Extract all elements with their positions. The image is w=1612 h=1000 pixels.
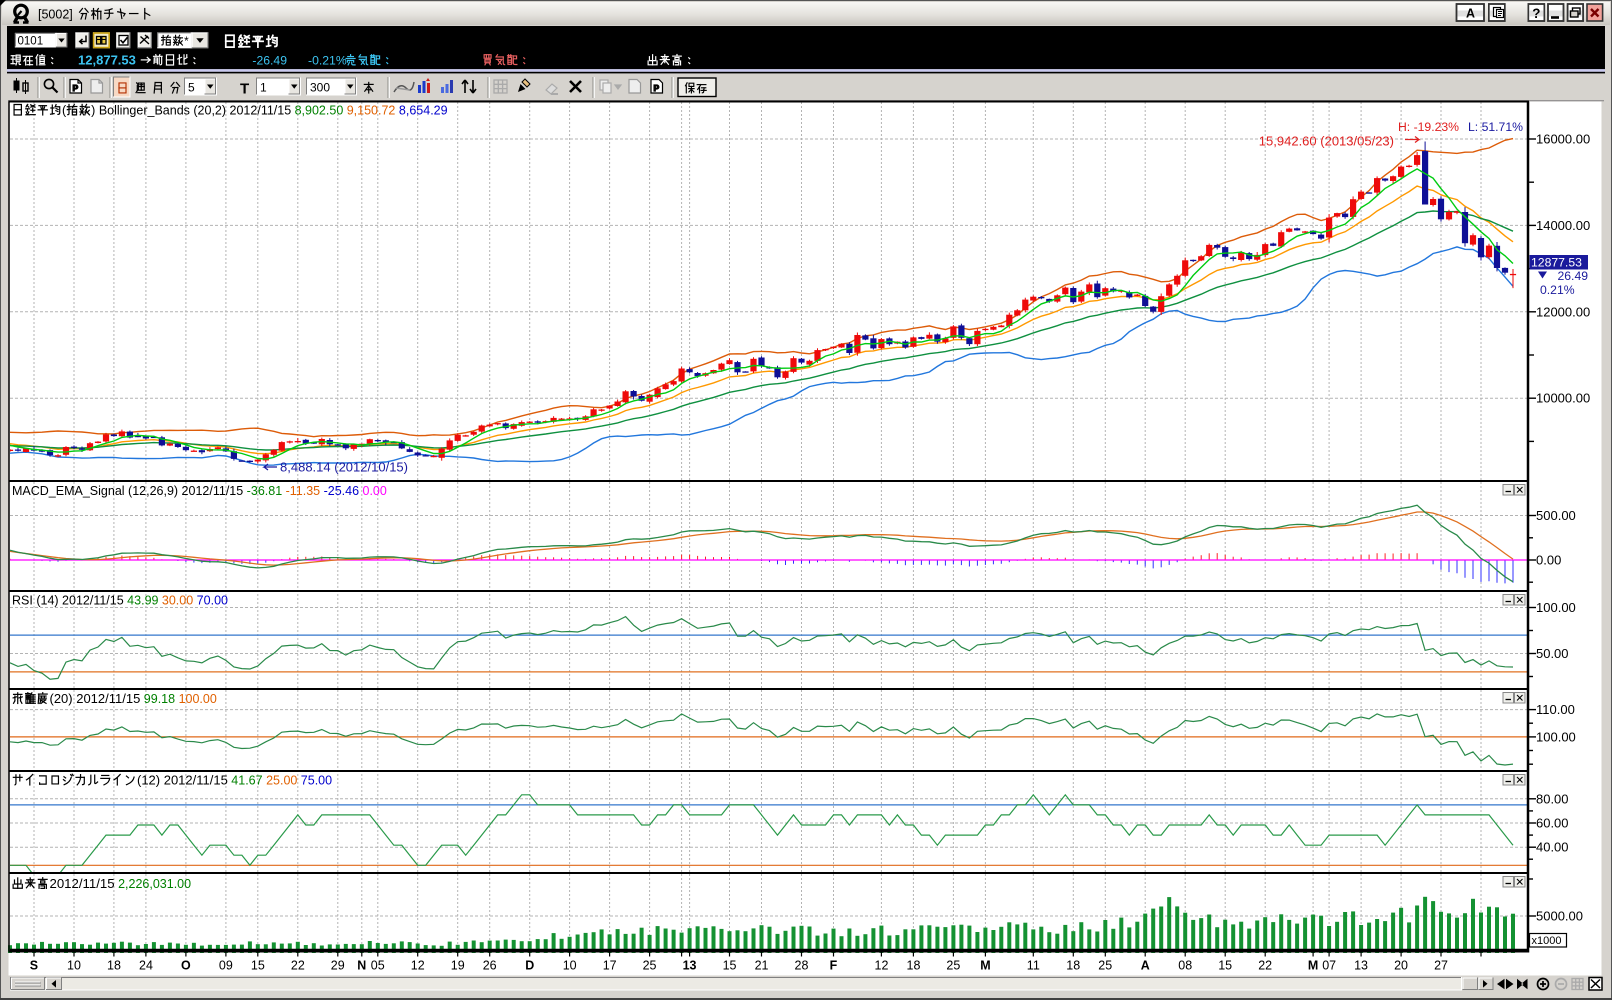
svg-text:S: S [30,959,38,973]
svg-text:[5002]: [5002] [38,8,73,22]
svg-text:100.00: 100.00 [1536,729,1576,744]
svg-text:F: F [830,959,838,973]
svg-text:8,902.50: 8,902.50 [295,104,344,118]
svg-text:40.00: 40.00 [1536,840,1569,855]
svg-text:13: 13 [1354,959,1368,973]
svg-text:08: 08 [1178,959,1192,973]
svg-text:15: 15 [251,959,265,973]
svg-text:18: 18 [107,959,121,973]
svg-text:12000.00: 12000.00 [1536,304,1590,319]
svg-text:28: 28 [795,959,809,973]
svg-text:13: 13 [683,959,697,973]
svg-text:29: 29 [331,959,345,973]
svg-text:18: 18 [1066,959,1080,973]
svg-text:110.00: 110.00 [1536,702,1575,717]
svg-text:L: 51.71%: L: 51.71% [1468,120,1523,134]
svg-text:(20) 2012/11/15: (20) 2012/11/15 [50,692,141,706]
svg-text:41.67: 41.67 [231,774,262,788]
svg-text:12: 12 [411,959,425,973]
svg-text:A: A [1466,7,1475,21]
svg-text:10: 10 [67,959,81,973]
svg-text:22: 22 [1258,959,1272,973]
svg-text:-26.49: -26.49 [252,54,287,68]
svg-text:-0.21%: -0.21% [308,54,347,68]
svg-text:43.99: 43.99 [127,594,158,608]
svg-text:M: M [980,959,990,973]
svg-text:P: P [654,83,660,93]
svg-text:25: 25 [643,959,657,973]
svg-text:09: 09 [219,959,233,973]
svg-text:50.00: 50.00 [1536,646,1569,661]
svg-text:30.00: 30.00 [162,594,193,608]
svg-text:?: ? [1532,6,1540,21]
svg-text:100.00: 100.00 [179,692,217,706]
svg-text:15,942.60 (2013/05/23): 15,942.60 (2013/05/23) [1259,134,1394,149]
svg-text:07: 07 [1322,959,1336,973]
svg-text:x1000: x1000 [1532,935,1562,947]
svg-text:500.00: 500.00 [1536,508,1576,523]
svg-text:24: 24 [139,959,153,973]
svg-text:9,150.72: 9,150.72 [347,104,396,118]
svg-text:12: 12 [875,959,889,973]
svg-text:1: 1 [260,81,267,95]
svg-text:22: 22 [291,959,305,973]
svg-text:2012/11/15: 2012/11/15 [50,877,115,891]
svg-text:5000.00: 5000.00 [1536,909,1583,924]
svg-text:70.00: 70.00 [197,594,228,608]
svg-text:21: 21 [755,959,769,973]
svg-text:15: 15 [1218,959,1232,973]
svg-text:(12) 2012/11/15: (12) 2012/11/15 [137,774,228,788]
svg-text:0.00: 0.00 [1536,553,1561,568]
svg-text:11: 11 [1027,959,1040,973]
svg-text:15: 15 [723,959,737,973]
svg-text:A: A [1141,959,1150,973]
svg-text:-25.46: -25.46 [324,484,360,498]
svg-text:12877.53: 12877.53 [1531,256,1582,270]
svg-text:5: 5 [188,81,195,95]
svg-text:300: 300 [310,81,330,95]
svg-text:) Bollinger_Bands (20,2) 2012/: ) Bollinger_Bands (20,2) 2012/11/15 [91,104,291,118]
svg-text:M: M [1308,959,1318,973]
svg-text:RSI (14) 2012/11/15: RSI (14) 2012/11/15 [12,594,124,608]
svg-text:25: 25 [946,959,960,973]
svg-text:16000.00: 16000.00 [1536,132,1590,147]
svg-text:-11.35: -11.35 [286,484,321,498]
svg-text:8,488.14 (2012/10/15): 8,488.14 (2012/10/15) [280,460,408,475]
svg-text:25: 25 [1098,959,1112,973]
svg-text:N: N [357,959,366,973]
svg-text:26.49: 26.49 [1558,269,1589,283]
svg-text:0101: 0101 [18,36,44,48]
svg-text:*: * [184,34,189,48]
svg-text:MACD_EMA_Signal (12,26,9) 2012: MACD_EMA_Signal (12,26,9) 2012/11/15 [12,484,243,498]
svg-text:10: 10 [563,959,577,973]
svg-text:P: P [73,83,79,93]
svg-text:14000.00: 14000.00 [1536,218,1590,233]
svg-text:D: D [525,959,534,973]
svg-text:19: 19 [451,959,465,973]
svg-text:18: 18 [907,959,921,973]
svg-text:12,877.53: 12,877.53 [78,53,136,68]
svg-text:-36.81: -36.81 [247,484,283,498]
svg-text:17: 17 [603,959,617,973]
svg-text:8,654.29: 8,654.29 [399,104,448,118]
svg-text:2,226,031.00: 2,226,031.00 [118,877,191,891]
svg-text:0.00: 0.00 [363,484,387,498]
svg-text:80.00: 80.00 [1536,791,1569,806]
svg-text:26: 26 [483,959,497,973]
svg-text:05: 05 [371,959,385,973]
svg-text:99.18: 99.18 [144,692,175,706]
svg-text:H: -19.23%: H: -19.23% [1398,120,1459,134]
svg-text:O: O [181,959,191,973]
svg-text:20: 20 [1394,959,1408,973]
svg-text:25.00: 25.00 [266,774,297,788]
svg-text:T: T [240,81,249,98]
svg-text:60.00: 60.00 [1536,816,1569,831]
svg-text:(: ( [62,104,67,118]
svg-text:100.00: 100.00 [1536,600,1576,615]
svg-text:0.21%: 0.21% [1540,283,1575,297]
svg-text:75.00: 75.00 [301,774,332,788]
svg-text:27: 27 [1434,959,1448,973]
svg-text:10000.00: 10000.00 [1536,391,1590,406]
